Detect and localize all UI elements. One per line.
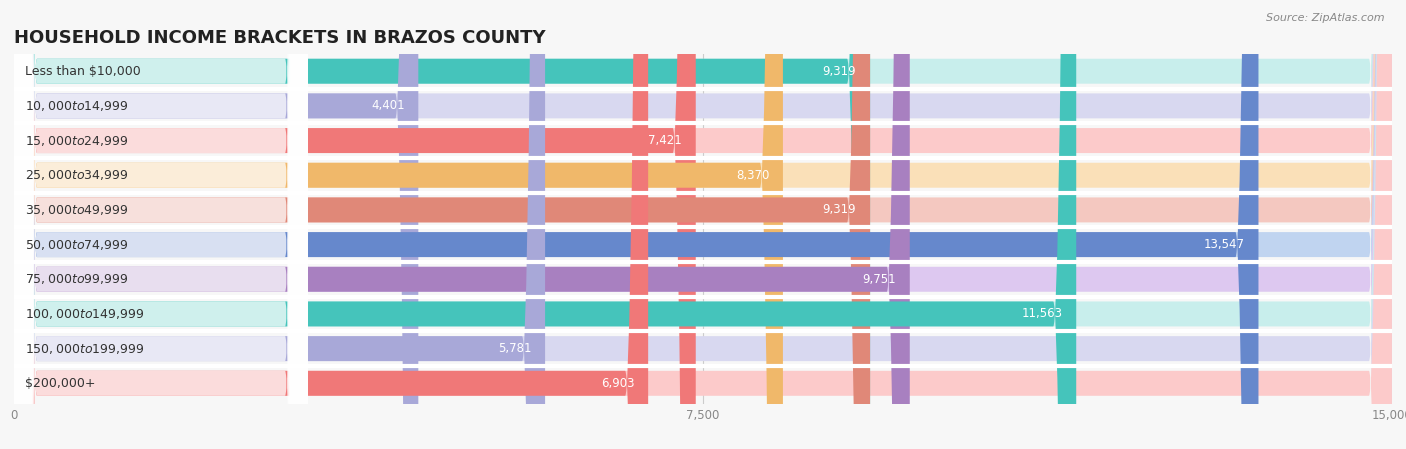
Text: Less than $10,000: Less than $10,000 xyxy=(25,65,141,78)
Text: 9,751: 9,751 xyxy=(862,273,896,286)
Text: $150,000 to $199,999: $150,000 to $199,999 xyxy=(25,342,145,356)
FancyBboxPatch shape xyxy=(14,0,1076,449)
FancyBboxPatch shape xyxy=(14,0,696,449)
Text: $35,000 to $49,999: $35,000 to $49,999 xyxy=(25,203,128,217)
FancyBboxPatch shape xyxy=(14,0,1392,449)
FancyBboxPatch shape xyxy=(14,0,419,449)
FancyBboxPatch shape xyxy=(14,0,308,449)
Text: Source: ZipAtlas.com: Source: ZipAtlas.com xyxy=(1267,13,1385,23)
FancyBboxPatch shape xyxy=(14,0,1392,449)
FancyBboxPatch shape xyxy=(14,0,1392,449)
FancyBboxPatch shape xyxy=(14,0,910,449)
FancyBboxPatch shape xyxy=(14,0,783,449)
Text: 9,319: 9,319 xyxy=(823,203,856,216)
Text: $100,000 to $149,999: $100,000 to $149,999 xyxy=(25,307,145,321)
Text: $25,000 to $34,999: $25,000 to $34,999 xyxy=(25,168,128,182)
Text: $10,000 to $14,999: $10,000 to $14,999 xyxy=(25,99,128,113)
FancyBboxPatch shape xyxy=(14,0,1392,449)
FancyBboxPatch shape xyxy=(14,0,308,449)
Text: 5,781: 5,781 xyxy=(498,342,531,355)
Text: 7,421: 7,421 xyxy=(648,134,682,147)
FancyBboxPatch shape xyxy=(14,0,1258,449)
FancyBboxPatch shape xyxy=(14,0,308,449)
FancyBboxPatch shape xyxy=(14,0,308,449)
FancyBboxPatch shape xyxy=(14,0,308,449)
FancyBboxPatch shape xyxy=(14,0,546,449)
Text: HOUSEHOLD INCOME BRACKETS IN BRAZOS COUNTY: HOUSEHOLD INCOME BRACKETS IN BRAZOS COUN… xyxy=(14,29,546,47)
FancyBboxPatch shape xyxy=(14,0,870,449)
Text: $75,000 to $99,999: $75,000 to $99,999 xyxy=(25,272,128,286)
FancyBboxPatch shape xyxy=(14,0,648,449)
Text: 9,319: 9,319 xyxy=(823,65,856,78)
FancyBboxPatch shape xyxy=(14,0,308,449)
FancyBboxPatch shape xyxy=(14,0,308,449)
Text: 6,903: 6,903 xyxy=(600,377,634,390)
FancyBboxPatch shape xyxy=(14,0,308,449)
FancyBboxPatch shape xyxy=(14,0,308,449)
FancyBboxPatch shape xyxy=(14,0,1392,449)
FancyBboxPatch shape xyxy=(14,0,1392,449)
Text: $200,000+: $200,000+ xyxy=(25,377,96,390)
Text: $15,000 to $24,999: $15,000 to $24,999 xyxy=(25,133,128,148)
Text: 11,563: 11,563 xyxy=(1021,308,1063,321)
Text: 8,370: 8,370 xyxy=(735,169,769,182)
Text: 13,547: 13,547 xyxy=(1204,238,1244,251)
FancyBboxPatch shape xyxy=(14,0,870,449)
FancyBboxPatch shape xyxy=(14,0,308,449)
Text: $50,000 to $74,999: $50,000 to $74,999 xyxy=(25,238,128,251)
FancyBboxPatch shape xyxy=(14,0,1392,449)
FancyBboxPatch shape xyxy=(14,0,1392,449)
FancyBboxPatch shape xyxy=(14,0,1392,449)
Text: 4,401: 4,401 xyxy=(371,99,405,112)
FancyBboxPatch shape xyxy=(14,0,1392,449)
